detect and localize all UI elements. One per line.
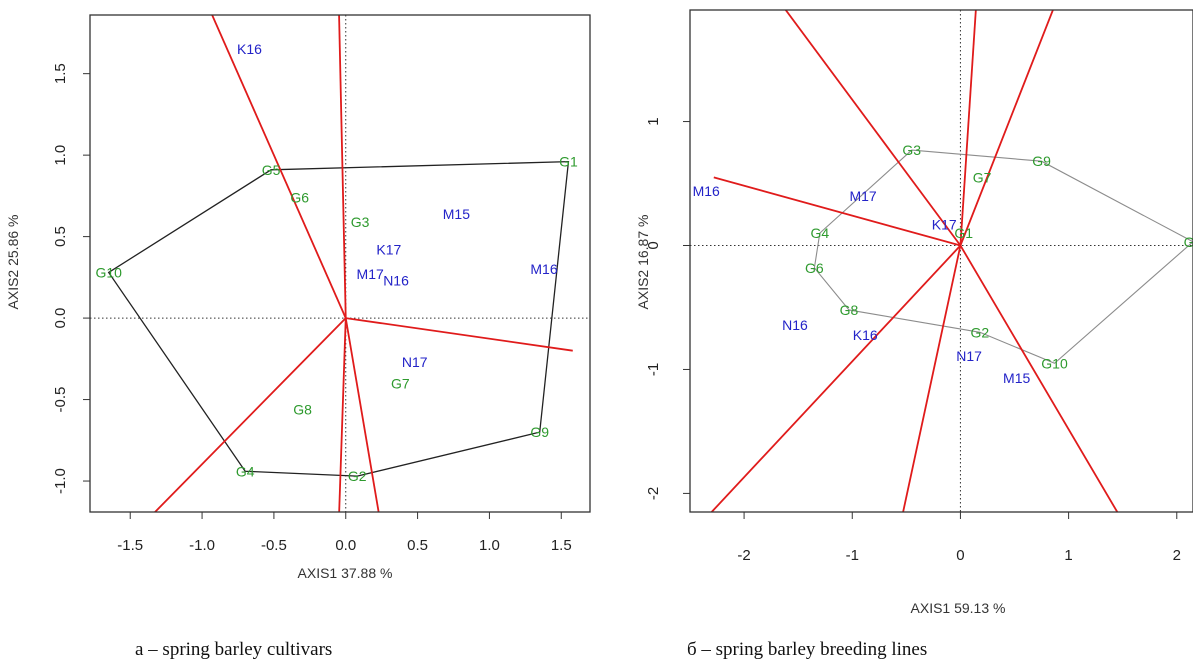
sector-line-3: [959, 10, 1054, 246]
genotype-label-g3: G3: [902, 142, 921, 158]
environment-label-m15: M15: [443, 206, 470, 222]
plot-frame: [89, 14, 591, 513]
genotype-label-g7: G7: [391, 375, 410, 391]
environment-label-m17: M17: [357, 266, 384, 282]
x-tick-label: 2: [1173, 547, 1181, 564]
genotype-label-g8: G8: [293, 401, 312, 417]
genotype-label-g5: G5: [1184, 234, 1193, 250]
sector-line-4: [713, 176, 961, 247]
x-tick-label: -0.5: [261, 537, 287, 554]
x-tick-label: 0.5: [407, 537, 428, 554]
sector-line-5: [338, 318, 347, 512]
genotype-label-g1: G1: [954, 225, 973, 241]
sector-line-5: [710, 244, 962, 512]
sector-line-1: [784, 10, 962, 247]
environment-label-k16: K16: [237, 41, 262, 57]
y-tick-label: 0.0: [52, 308, 69, 329]
y-tick-label: -2: [645, 487, 662, 500]
genotype-label-g10: G10: [95, 264, 122, 280]
genotype-label-g4: G4: [236, 463, 255, 479]
x-tick-label: -1.0: [189, 537, 215, 554]
environment-label-k17: K17: [376, 242, 401, 258]
y-tick-label: 1: [645, 117, 662, 125]
x-tick-label: 1: [1064, 547, 1072, 564]
genotype-label-g1: G1: [559, 154, 578, 170]
environment-label-k17: K17: [932, 216, 957, 232]
environment-label-m16: M16: [693, 183, 720, 199]
genotype-label-g9: G9: [1032, 153, 1051, 169]
x-tick-label: -1: [846, 547, 859, 564]
convex-hull: [107, 160, 570, 477]
genotype-label-g6: G6: [805, 260, 824, 276]
genotype-label-g6: G6: [290, 190, 309, 206]
genotype-label-g2: G2: [348, 468, 367, 484]
environment-label-m15: M15: [1003, 370, 1030, 386]
caption-b: б – spring barley breeding lines: [687, 639, 928, 660]
x-axis-label: AXIS1 59.13 %: [911, 600, 1006, 616]
genotype-label-g2: G2: [971, 324, 990, 340]
convex-hull: [813, 149, 1193, 364]
x-tick-label: -1.5: [117, 537, 143, 554]
genotype-label-g7: G7: [973, 169, 992, 185]
x-tick-label: -2: [737, 547, 750, 564]
environment-label-m16: M16: [530, 261, 557, 277]
environment-label-n16: N16: [782, 317, 808, 333]
y-axis-label: AXIS2 25.86 %: [5, 215, 21, 310]
environment-label-n17: N17: [402, 354, 428, 370]
sector-line-2: [959, 10, 977, 246]
caption-a: a – spring barley cultivars: [135, 639, 333, 660]
sector-line-6: [902, 245, 962, 512]
y-tick-label: -1.0: [52, 468, 69, 494]
x-tick-label: 1.0: [479, 537, 500, 554]
y-tick-label: 0.5: [52, 226, 69, 247]
environment-label-n16: N16: [383, 273, 409, 289]
x-tick-label: 0: [956, 547, 964, 564]
x-tick-label: 1.5: [551, 537, 572, 554]
sector-line-6: [153, 317, 347, 512]
environment-label-n17: N17: [956, 348, 982, 364]
sector-line-7: [959, 245, 1119, 512]
y-tick-label: 1.5: [52, 63, 69, 84]
sector-line-1: [211, 15, 347, 319]
plot-frame: [689, 9, 1193, 513]
y-tick-label: 0: [645, 241, 662, 249]
genotype-label-g9: G9: [530, 424, 549, 440]
biplot-b: G3 G9 G7 G1 G4 G5 G6 G8 G2 G10 M16 M17 K17 N16 K16 N17 M…: [635, 9, 1193, 616]
environment-label-m17: M17: [849, 188, 876, 204]
sector-line-2: [338, 15, 347, 319]
x-axis-label: AXIS1 37.88 %: [298, 565, 393, 581]
biplot-a: G1 G5 G6 G3 G10 G7 G8 G9 G4 G2 K16 M15 K17 M17 N16 M16 N…: [5, 14, 591, 581]
genotype-label-g10: G10: [1041, 355, 1068, 371]
genotype-label-g5: G5: [262, 162, 281, 178]
y-tick-label: 1.0: [52, 145, 69, 166]
genotype-label-g4: G4: [810, 225, 829, 241]
environment-label-k16: K16: [853, 327, 878, 343]
genotype-label-g8: G8: [840, 302, 859, 318]
sector-line-3: [345, 317, 573, 352]
y-axis-label: AXIS2 16.87 %: [635, 215, 651, 310]
sector-line-4: [344, 317, 380, 512]
x-tick-label: 0.0: [335, 537, 356, 554]
y-tick-label: -1: [645, 363, 662, 376]
genotype-label-g3: G3: [351, 214, 370, 230]
y-tick-label: -0.5: [52, 387, 69, 413]
